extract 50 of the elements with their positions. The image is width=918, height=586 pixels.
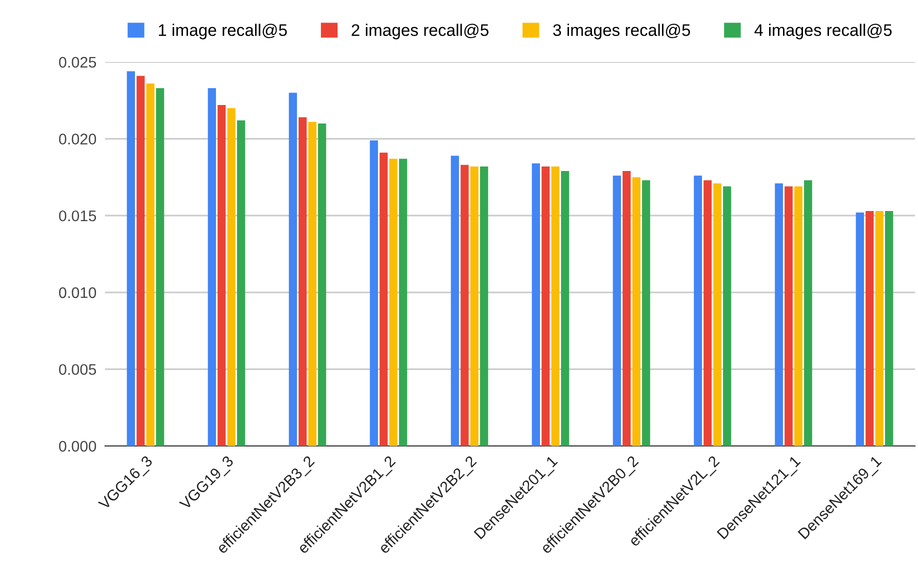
- bar: [866, 210, 874, 446]
- bar: [885, 210, 894, 446]
- legend-label: 2 images recall@5: [352, 24, 488, 40]
- y-tick-label: 0.010: [59, 287, 96, 298]
- bar: [632, 177, 640, 446]
- y-tick-label: 0.000: [59, 440, 96, 452]
- bar: [551, 166, 560, 446]
- bar: [794, 186, 802, 446]
- bar: [622, 171, 631, 446]
- legend-label: 3 images recall@5: [553, 24, 690, 40]
- bar: [723, 186, 732, 446]
- bar: [218, 105, 226, 446]
- bar: [804, 180, 812, 446]
- bar: [642, 180, 650, 446]
- bar: [288, 92, 297, 446]
- bar: [298, 117, 307, 446]
- bar: [399, 158, 408, 446]
- bar: [156, 88, 164, 446]
- y-tick-label: 0.020: [59, 134, 96, 144]
- bar: [460, 164, 469, 446]
- bar: [784, 186, 793, 446]
- bar: [318, 123, 326, 446]
- bar: [713, 183, 722, 446]
- legend-label: 4 images recall@5: [754, 24, 892, 40]
- bar: [136, 76, 145, 446]
- bar: [542, 166, 550, 446]
- y-tick-label: 0.005: [59, 364, 96, 375]
- bar: [704, 180, 712, 446]
- y-tick-label: 0.015: [59, 210, 96, 222]
- y-tick-label: 0.025: [59, 56, 96, 68]
- bar: [208, 88, 216, 446]
- bar: [126, 71, 135, 446]
- bar: [237, 120, 246, 446]
- bar: [694, 176, 702, 446]
- bar: [370, 140, 378, 446]
- bar: [561, 171, 570, 446]
- bar: [146, 84, 154, 446]
- bar: [612, 176, 621, 446]
- bar: [389, 158, 398, 446]
- bar: [532, 163, 540, 446]
- bar: [380, 152, 388, 446]
- legend-label: 1 image recall@5: [158, 24, 287, 40]
- bar: [227, 108, 236, 446]
- bar: [308, 122, 316, 446]
- bar: [875, 210, 884, 446]
- bar: [856, 212, 864, 446]
- bar: [450, 156, 459, 446]
- bar: [480, 166, 488, 446]
- bar: [470, 166, 478, 446]
- bar: [774, 183, 783, 446]
